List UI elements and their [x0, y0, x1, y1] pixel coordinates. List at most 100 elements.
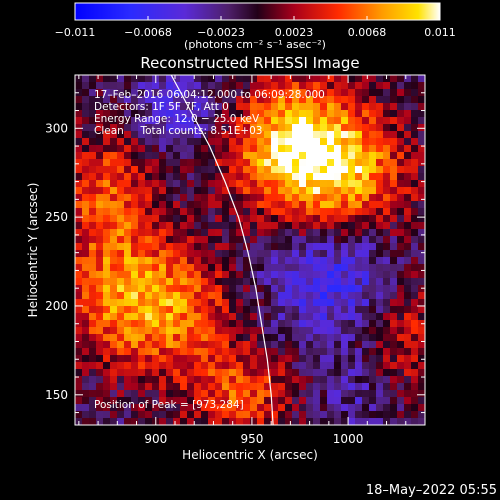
- heatmap-cell: [376, 341, 384, 349]
- heatmap-cell: [264, 341, 272, 349]
- heatmap-cell: [131, 187, 139, 195]
- heatmap-cell: [320, 348, 328, 356]
- heatmap-cell: [390, 306, 398, 314]
- heatmap-cell: [369, 89, 377, 97]
- heatmap-cell: [159, 89, 167, 97]
- heatmap-cell: [390, 103, 398, 111]
- heatmap-cell: [89, 243, 97, 251]
- heatmap-cell: [397, 334, 405, 342]
- heatmap-cell: [411, 376, 419, 384]
- heatmap-cell: [138, 103, 146, 111]
- heatmap-cell: [145, 173, 153, 181]
- heatmap-cell: [348, 243, 356, 251]
- heatmap-cell: [124, 306, 132, 314]
- heatmap-cell: [313, 383, 321, 391]
- heatmap-cell: [75, 194, 83, 202]
- heatmap-cell: [194, 257, 202, 265]
- heatmap-cell: [124, 257, 132, 265]
- peak-label: Position of Peak = [973,284]: [94, 399, 244, 411]
- heatmap-cell: [138, 404, 146, 412]
- heatmap-cell: [236, 299, 244, 307]
- heatmap-cell: [96, 180, 104, 188]
- heatmap-cell: [208, 236, 216, 244]
- heatmap-cell: [208, 103, 216, 111]
- heatmap-cell: [285, 124, 293, 132]
- heatmap-cell: [285, 404, 293, 412]
- heatmap-cell: [285, 334, 293, 342]
- heatmap-cell: [404, 264, 412, 272]
- heatmap-cell: [411, 299, 419, 307]
- heatmap-cell: [187, 306, 195, 314]
- heatmap-cell: [264, 271, 272, 279]
- heatmap-cell: [292, 376, 300, 384]
- heatmap-cell: [362, 250, 370, 258]
- heatmap-cell: [418, 257, 425, 265]
- heatmap-cell: [299, 285, 307, 293]
- heatmap-cell: [313, 418, 321, 425]
- heatmap-cell: [418, 292, 425, 300]
- heatmap-cell: [243, 194, 251, 202]
- heatmap-cell: [215, 180, 223, 188]
- heatmap-cell: [327, 173, 335, 181]
- heatmap-cell: [313, 89, 321, 97]
- heatmap-cell: [166, 348, 174, 356]
- heatmap-cell: [145, 180, 153, 188]
- heatmap-cell: [222, 236, 230, 244]
- heatmap-cell: [418, 278, 425, 286]
- heatmap-cell: [362, 390, 370, 398]
- heatmap-cell: [173, 348, 181, 356]
- heatmap-cell: [285, 376, 293, 384]
- heatmap-cell: [131, 138, 139, 146]
- heatmap-cell: [285, 152, 293, 160]
- heatmap-cell: [208, 313, 216, 321]
- heatmap-cell: [124, 411, 132, 419]
- heatmap-cell: [257, 355, 265, 363]
- heatmap-cell: [404, 383, 412, 391]
- heatmap-cell: [243, 404, 251, 412]
- heatmap-cell: [299, 404, 307, 412]
- heatmap-cell: [138, 124, 146, 132]
- heatmap-cell: [117, 264, 125, 272]
- x-axis-label: Heliocentric X (arcsec): [182, 448, 318, 462]
- heatmap-cell: [257, 110, 265, 118]
- heatmap-cell: [173, 103, 181, 111]
- heatmap-cell: [362, 96, 370, 104]
- heatmap-cell: [404, 397, 412, 405]
- heatmap-cell: [124, 278, 132, 286]
- heatmap-cell: [145, 250, 153, 258]
- heatmap-cell: [278, 397, 286, 405]
- heatmap-cell: [271, 299, 279, 307]
- heatmap-cell: [236, 418, 244, 425]
- heatmap-cell: [299, 117, 307, 125]
- heatmap-cell: [341, 124, 349, 132]
- heatmap-cell: [117, 208, 125, 216]
- heatmap-cell: [187, 110, 195, 118]
- heatmap-cell: [243, 264, 251, 272]
- heatmap-cell: [110, 285, 118, 293]
- heatmap-cell: [215, 257, 223, 265]
- heatmap-cell: [390, 341, 398, 349]
- heatmap-cell: [348, 355, 356, 363]
- heatmap-cell: [215, 299, 223, 307]
- heatmap-cell: [292, 124, 300, 132]
- heatmap-cell: [243, 327, 251, 335]
- heatmap-cell: [264, 208, 272, 216]
- heatmap-cell: [75, 187, 83, 195]
- heatmap-cell: [201, 397, 209, 405]
- heatmap-cell: [152, 264, 160, 272]
- heatmap-cell: [341, 292, 349, 300]
- heatmap-cell: [285, 75, 293, 83]
- heatmap-cell: [180, 138, 188, 146]
- heatmap-cell: [236, 166, 244, 174]
- heatmap-cell: [138, 152, 146, 160]
- heatmap-cell: [215, 313, 223, 321]
- heatmap-cell: [292, 222, 300, 230]
- heatmap-cell: [131, 82, 139, 90]
- heatmap-cell: [194, 194, 202, 202]
- heatmap-cell: [124, 348, 132, 356]
- heatmap-cell: [390, 131, 398, 139]
- heatmap-cell: [299, 257, 307, 265]
- heatmap-cell: [124, 271, 132, 279]
- heatmap-cell: [383, 215, 391, 223]
- heatmap-cell: [327, 96, 335, 104]
